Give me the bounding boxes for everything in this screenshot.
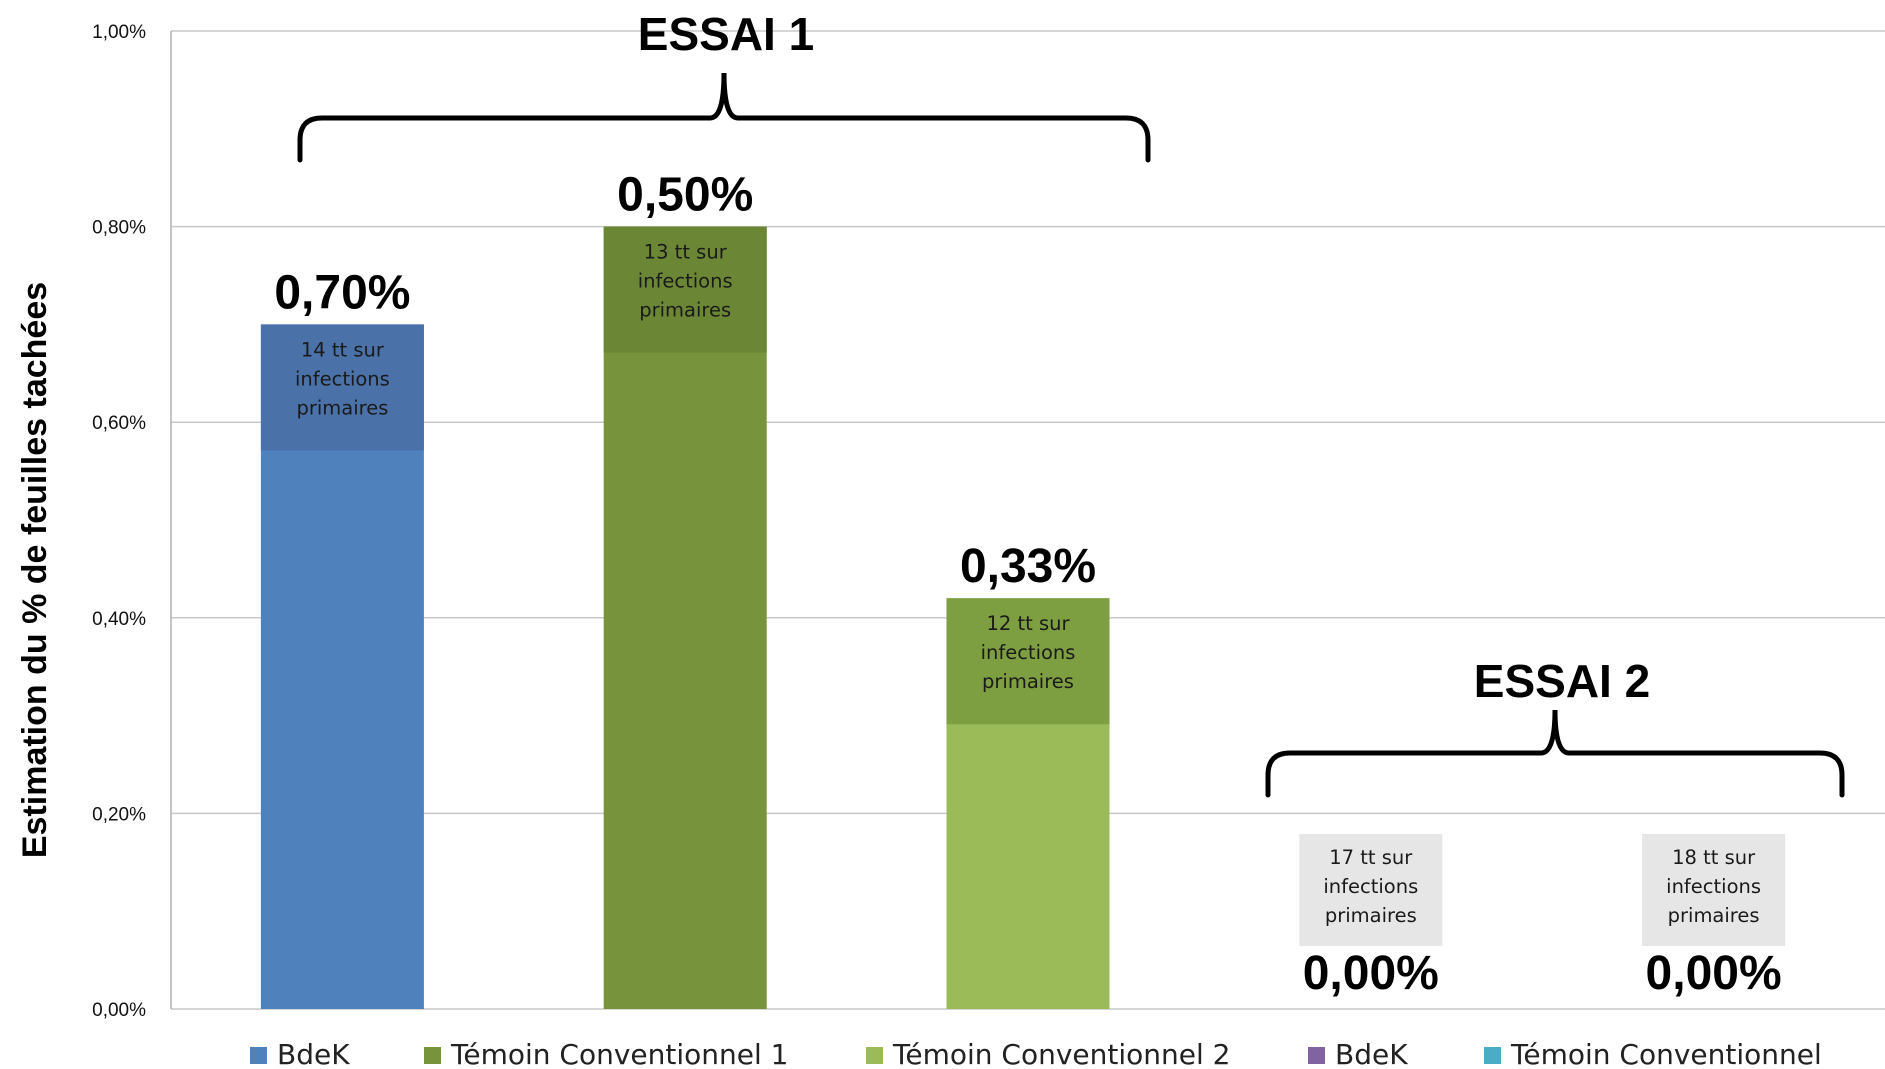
legend-label: BdeK	[277, 1038, 350, 1069]
bar-value-label: 0,33%	[960, 540, 1096, 593]
legend-label: Témoin Conventionnel 2	[892, 1038, 1230, 1069]
legend-swatch	[1484, 1047, 1501, 1064]
bar-note-line: infections	[638, 270, 733, 293]
y-tick-label: 0,40%	[92, 609, 146, 630]
legend-swatch	[866, 1047, 883, 1064]
legend-swatch	[1308, 1047, 1325, 1064]
legend-swatch	[250, 1047, 267, 1064]
bar-note-box	[1299, 834, 1443, 946]
bar-group: 18 tt sur infections primaires 0,00%	[1642, 834, 1786, 1000]
y-axis-ticks: 0,00% 0,20% 0,40% 0,60% 0,80% 1,00%	[92, 22, 146, 1021]
bar-note-line: 18 tt sur	[1672, 846, 1756, 869]
legend-item: Témoin Conventionnel 2	[866, 1038, 1230, 1069]
bar-note-line: infections	[295, 367, 390, 390]
y-tick-label: 0,20%	[92, 804, 146, 825]
bar-group: 17 tt sur infections primaires 0,00%	[1299, 834, 1443, 1000]
bar-note-line: primaires	[639, 299, 731, 322]
legend-item: Témoin Conventionnel	[1484, 1038, 1822, 1069]
bar-note-band	[603, 226, 767, 353]
bar-group: 14 tt sur infections primaires 0,70%	[260, 266, 424, 1009]
bar-note-box	[1642, 834, 1786, 946]
bar-note-line: 14 tt sur	[301, 338, 385, 361]
legend-item: BdeK	[250, 1038, 350, 1069]
bar-note-band	[260, 324, 424, 451]
legend-label: BdeK	[1335, 1038, 1408, 1069]
bar-note-line: 17 tt sur	[1329, 846, 1413, 869]
legend-item: Témoin Conventionnel 1	[424, 1038, 788, 1069]
bar	[603, 226, 767, 1010]
bar-value-label: 0,50%	[617, 169, 753, 222]
bars: 14 tt sur infections primaires 0,70% 13 tt s…	[260, 169, 1786, 1010]
legend: BdeK Témoin Conventionnel 1 Témoin Convent…	[250, 1038, 1822, 1069]
bar-group: 12 tt sur infections primaires 0,33%	[946, 540, 1110, 1009]
legend-swatch	[424, 1047, 441, 1064]
bar-note-line: infections	[981, 641, 1076, 664]
bar-value-label: 0,00%	[1646, 947, 1782, 1000]
y-tick-label: 0,80%	[92, 218, 146, 239]
y-tick-label: 0,00%	[92, 1000, 146, 1021]
trial-brackets: ESSAI 1 ESSAI 2	[297, 8, 1845, 798]
bar-note-line: infections	[1323, 875, 1418, 898]
bar-note-band	[946, 598, 1110, 725]
bar-note-line: 12 tt sur	[986, 612, 1070, 635]
trial-2: ESSAI 2	[1265, 655, 1845, 798]
bar-value-label: 0,00%	[1303, 947, 1439, 1000]
legend-label: Témoin Conventionnel	[1510, 1038, 1822, 1069]
bar-group: 13 tt sur infections primaires 0,50%	[603, 169, 767, 1010]
bar-note-line: primaires	[1668, 904, 1760, 927]
bar-note-line: primaires	[982, 670, 1074, 693]
trial-title: ESSAI 1	[638, 8, 814, 60]
y-tick-label: 0,60%	[92, 413, 146, 434]
trial-bracket	[1265, 709, 1845, 798]
bar-note-line: infections	[1666, 875, 1761, 898]
trial-bracket	[297, 72, 1151, 163]
legend-label: Témoin Conventionnel 1	[450, 1038, 788, 1069]
bar-note-line: 13 tt sur	[644, 241, 728, 264]
bar-value-label: 0,70%	[274, 266, 410, 319]
legend-item: BdeK	[1308, 1038, 1408, 1069]
bar-note-line: primaires	[296, 396, 388, 419]
y-tick-label: 1,00%	[92, 22, 146, 43]
y-axis-label: Estimation du % de feuilles tachées	[16, 282, 54, 858]
trial-1: ESSAI 1	[297, 8, 1151, 163]
trial-title: ESSAI 2	[1474, 655, 1650, 707]
bar-note-line: primaires	[1325, 904, 1417, 927]
